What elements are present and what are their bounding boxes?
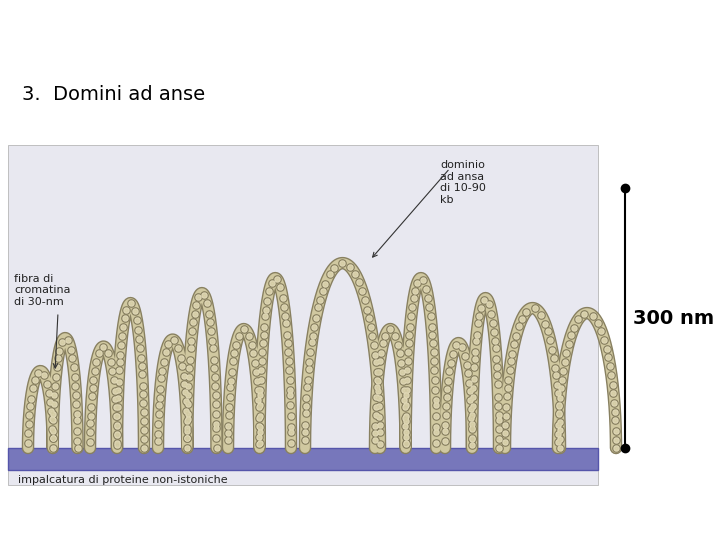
Text: 3.  Domini ad anse: 3. Domini ad anse [22,85,205,104]
Text: impalcatura di proteine non-istoniche: impalcatura di proteine non-istoniche [18,475,228,485]
Text: Compattazione del DNA nel nucleo: Compattazione del DNA nel nucleo [89,21,631,49]
Text: 300 nm: 300 nm [633,308,714,328]
Text: fibra di
cromatina
di 30-nm: fibra di cromatina di 30-nm [14,273,71,307]
Text: dominio
ad ansa
di 10-90
kb: dominio ad ansa di 10-90 kb [440,160,486,205]
FancyBboxPatch shape [8,145,598,485]
FancyBboxPatch shape [8,448,598,470]
